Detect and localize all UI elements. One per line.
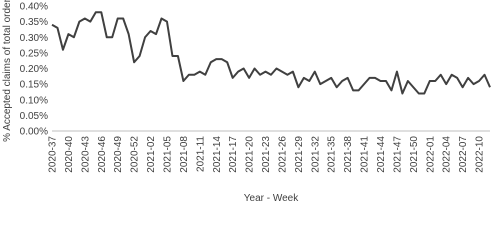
x-tick-label: 2020-52 [130, 136, 141, 173]
x-tick-label: 2020-43 [80, 136, 91, 173]
x-tick-label: 2022-01 [425, 136, 436, 173]
x-tick-label: 2020-37 [48, 136, 59, 173]
x-tick-label: 2021-35 [327, 136, 338, 173]
y-axis-title: % Accepted claims of total orders [2, 0, 13, 142]
x-tick-label: 2022-04 [442, 136, 453, 173]
x-tick-label: 2021-11 [195, 136, 206, 172]
x-tick-label: 2021-02 [146, 136, 157, 173]
x-tick-label: 2021-14 [212, 136, 223, 173]
x-tick-label: 2021-32 [310, 136, 321, 173]
x-tick-label: 2020-49 [113, 136, 124, 173]
y-tick-label: 0.15% [20, 80, 48, 91]
line [51, 11, 491, 95]
x-tick-label: 2021-47 [392, 136, 403, 173]
x-tick-label: 2021-26 [277, 136, 288, 173]
y-tick-label: 0.30% [20, 33, 48, 44]
x-tick-label: 2021-44 [376, 136, 387, 173]
y-tick-label: 0.20% [20, 64, 48, 75]
y-tick-label: 0.00% [20, 127, 48, 138]
y-tick-label: 0.40% [20, 2, 48, 13]
x-tick-label: 2021-29 [294, 136, 305, 173]
x-tick-label: 2021-08 [179, 136, 190, 173]
x-tick-label: 2021-17 [228, 136, 239, 173]
y-tick-label: 0.05% [20, 111, 48, 122]
x-tick-label: 2022-07 [458, 136, 469, 173]
x-tick-label: 2021-05 [162, 136, 173, 173]
x-tick-label: 2021-23 [261, 136, 272, 173]
x-tick-label: 2021-20 [245, 136, 256, 173]
x-tick-label: 2021-38 [343, 136, 354, 173]
x-tick-label: 2021-41 [360, 136, 371, 173]
y-tick-label: 0.35% [20, 17, 48, 28]
x-tick-label: 2020-40 [64, 136, 75, 173]
x-tick-label: 2020-46 [97, 136, 108, 173]
x-tick-label: 2022-10 [475, 136, 486, 173]
y-tick-label: 0.25% [20, 48, 48, 59]
x-tick-label: 2021-50 [409, 136, 420, 173]
chart: % Accepted claims of total orders Year -… [2, 0, 491, 204]
y-tick-label: 0.10% [20, 95, 48, 106]
x-axis-title: Year - Week [244, 193, 299, 204]
